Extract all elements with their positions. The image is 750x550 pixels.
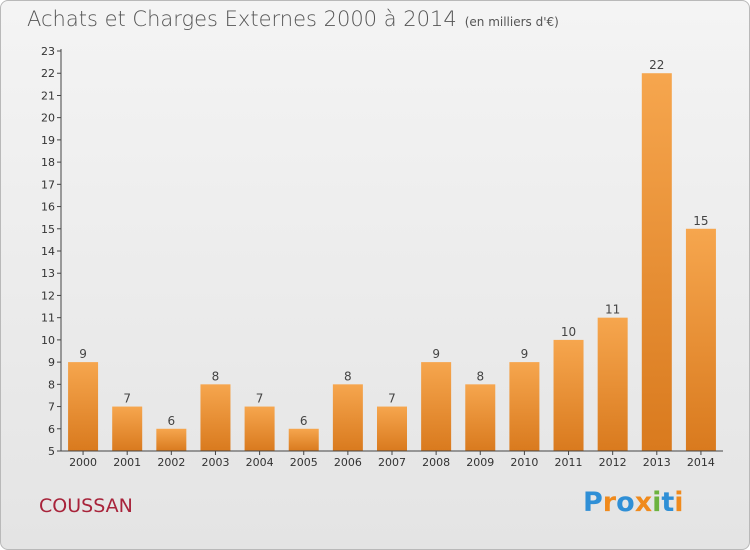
bar-2001 [112, 406, 143, 451]
data-label-2007: 7 [388, 392, 396, 406]
bar-2012 [597, 317, 628, 451]
y-tick-label: 19 [41, 134, 55, 147]
bar-2000 [68, 362, 99, 451]
bar-2009 [465, 384, 496, 451]
x-tick-label-2005: 2005 [290, 456, 318, 469]
data-label-2004: 7 [256, 392, 264, 406]
x-tick-label-2000: 2000 [69, 456, 97, 469]
y-tick-label: 6 [48, 423, 55, 436]
bar-2010 [509, 362, 540, 451]
bar-2005 [288, 428, 319, 451]
data-label-2003: 8 [212, 369, 220, 383]
x-tick-label-2007: 2007 [378, 456, 406, 469]
data-label-2006: 8 [344, 369, 352, 383]
x-tick-label-2013: 2013 [643, 456, 671, 469]
y-tick-label: 10 [41, 334, 55, 347]
bar-2011 [553, 339, 584, 451]
bar-2004 [244, 406, 275, 451]
y-tick-label: 14 [41, 245, 55, 258]
commune-name: COUSSAN [39, 495, 133, 517]
bar-2003 [200, 384, 231, 451]
x-tick-label-2012: 2012 [599, 456, 627, 469]
proxiti-logo[interactable]: Proxiti [583, 487, 684, 518]
axes-group: 5 6 7 8 9 10 11 12 13 14 15 16 17 18 19 20 21 22 23 2000 200… [41, 45, 723, 469]
data-label-2005: 6 [300, 414, 308, 428]
data-label-2001: 7 [123, 392, 131, 406]
y-tick-label: 21 [41, 89, 55, 102]
logo-letter: o [616, 487, 635, 518]
logo-letter: r [602, 487, 617, 518]
y-tick-label: 13 [41, 267, 55, 280]
y-tick-label: 11 [41, 312, 55, 325]
bar-2002 [156, 428, 187, 451]
x-tick-label-2001: 2001 [113, 456, 141, 469]
logo-letter: P [583, 487, 603, 518]
y-tick-label: 15 [41, 223, 55, 236]
x-tick-label-2002: 2002 [157, 456, 185, 469]
x-tick-label-2010: 2010 [510, 456, 538, 469]
logo-letter: t [661, 487, 675, 518]
y-tick-label: 7 [48, 401, 55, 414]
chart-title: Achats et Charges Externes 2000 à 2014 [27, 7, 457, 31]
data-label-2014: 15 [693, 214, 708, 228]
data-label-2010: 9 [521, 347, 529, 361]
bar-2013 [641, 73, 672, 451]
x-tick-label-2004: 2004 [246, 456, 274, 469]
x-tick-label-2008: 2008 [422, 456, 450, 469]
logo-letter: i [674, 487, 684, 518]
x-tick-label-2003: 2003 [201, 456, 229, 469]
logo-letter: x [634, 487, 653, 518]
y-tick-label: 12 [41, 289, 55, 302]
y-tick-label: 16 [41, 201, 55, 214]
bar-2006 [332, 384, 363, 451]
data-label-2009: 8 [476, 369, 484, 383]
y-tick-label: 23 [41, 45, 55, 58]
y-tick-label: 18 [41, 156, 55, 169]
bar-2007 [377, 406, 407, 451]
chart-title-block: Achats et Charges Externes 2000 à 2014 (e… [27, 7, 559, 31]
bar-2008 [421, 362, 452, 451]
data-label-2013: 22 [649, 58, 664, 72]
y-tick-label: 17 [41, 178, 55, 191]
x-tick-label-2009: 2009 [466, 456, 494, 469]
x-tick-label-2011: 2011 [555, 456, 583, 469]
y-tick-label: 5 [48, 445, 55, 458]
data-label-2000: 9 [79, 347, 87, 361]
data-label-2012: 11 [605, 303, 620, 317]
x-tick-label-2006: 2006 [334, 456, 362, 469]
chart-subtitle: (en milliers d'€) [464, 15, 559, 29]
data-label-2011: 10 [561, 325, 576, 339]
y-tick-label: 9 [48, 356, 55, 369]
y-tick-label: 8 [48, 378, 55, 391]
data-label-2008: 9 [432, 347, 440, 361]
y-tick-label: 20 [41, 112, 55, 125]
bars-group: 9 7 6 8 7 6 8 7 9 8 9 10 11 22 15 [68, 58, 716, 451]
data-label-2002: 6 [168, 414, 176, 428]
bar-2014 [685, 228, 716, 451]
x-tick-label-2014: 2014 [687, 456, 715, 469]
y-tick-label: 22 [41, 67, 55, 80]
logo-letter: i [652, 487, 662, 518]
